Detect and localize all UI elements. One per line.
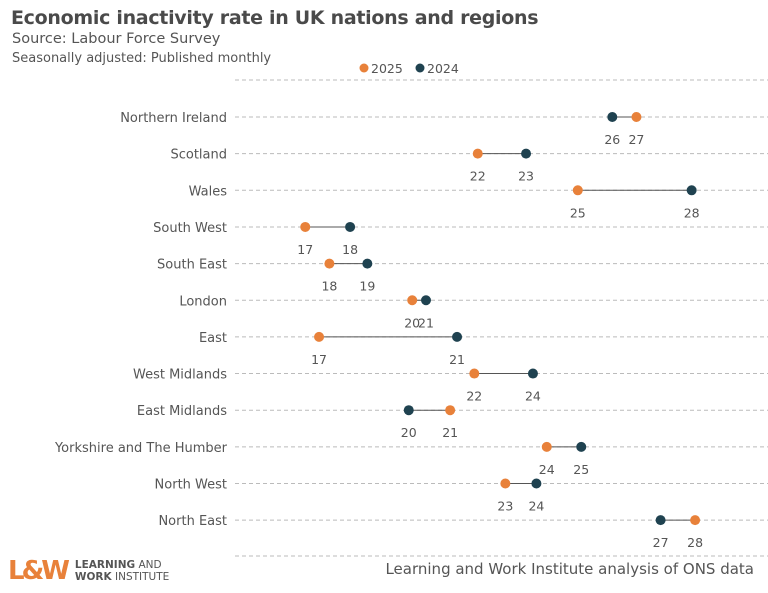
point-2025: [541, 441, 552, 452]
data-label-2024: 24: [525, 389, 541, 404]
data-label-2024: 27: [653, 535, 669, 550]
point-2025: [407, 295, 418, 306]
point-2025: [324, 258, 335, 269]
data-label-2024: 23: [518, 169, 534, 184]
data-label-2024: 20: [401, 425, 417, 440]
legend-marker-2024: [415, 63, 425, 73]
point-2025: [500, 478, 511, 489]
data-label-2025: 24: [539, 462, 555, 477]
data-label-2025: 23: [497, 499, 513, 514]
category-label: North West: [155, 478, 227, 493]
point-2024: [362, 258, 373, 269]
point-2024: [527, 368, 538, 379]
point-2024: [576, 441, 587, 452]
category-label: London: [179, 294, 227, 309]
category-label: Northern Ireland: [120, 111, 227, 126]
point-2025: [472, 148, 483, 159]
point-2024: [521, 148, 532, 159]
data-label-2024: 19: [359, 279, 375, 294]
data-label-2024: 21: [418, 315, 434, 330]
point-2025: [631, 112, 642, 122]
category-label: East Midlands: [137, 404, 227, 419]
data-label-2025: 28: [687, 535, 703, 550]
data-label-2025: 27: [628, 132, 644, 147]
data-label-2024: 28: [684, 205, 700, 220]
category-label: North East: [158, 514, 227, 529]
category-label: South East: [157, 258, 227, 273]
data-label-2024: 21: [449, 352, 465, 367]
caption: Learning and Work Institute analysis of …: [385, 560, 754, 578]
point-2024: [345, 221, 356, 232]
logo: L&W LEARNING AND WORK INSTITUTE: [8, 558, 169, 584]
category-label: Wales: [189, 184, 228, 199]
chart-source: Source: Labour Force Survey: [12, 31, 221, 47]
data-label-2024: 26: [604, 132, 620, 147]
data-label-2024: 18: [342, 242, 358, 257]
data-label-2025: 18: [321, 279, 337, 294]
point-2024: [421, 295, 431, 306]
point-2025: [572, 185, 583, 196]
category-label: Yorkshire and The Humber: [54, 441, 228, 456]
point-2025: [300, 221, 311, 232]
data-label-2025: 17: [297, 242, 313, 257]
chart-note: Seasonally adjusted: Published monthly: [12, 51, 272, 66]
point-2024: [531, 478, 542, 489]
point-2024: [403, 405, 414, 416]
data-label-2025: 22: [470, 169, 486, 184]
data-label-2025: 22: [466, 389, 482, 404]
point-2025: [469, 368, 480, 379]
logo-text: LEARNING AND WORK INSTITUTE: [74, 559, 170, 583]
data-label-2025: 25: [570, 205, 586, 220]
point-2025: [690, 515, 701, 526]
point-2024: [686, 185, 697, 196]
point-2024: [655, 515, 666, 526]
data-label-2025: 21: [442, 425, 458, 440]
category-label: South West: [153, 221, 227, 236]
chart-title: Economic inactivity rate in UK nations a…: [11, 7, 539, 29]
legend-label-2025: 2025: [371, 61, 403, 76]
data-label-2024: 24: [528, 499, 544, 514]
data-label-2025: 17: [311, 352, 327, 367]
legend-marker-2025: [359, 63, 369, 73]
data-label-2025: 20: [404, 315, 420, 330]
point-2025: [445, 405, 456, 416]
category-label: Scotland: [170, 148, 227, 163]
point-2025: [314, 331, 325, 342]
data-label-2024: 25: [573, 462, 589, 477]
category-label: West Midlands: [133, 368, 227, 383]
point-2024: [607, 112, 618, 122]
point-2024: [452, 331, 463, 342]
legend-label-2024: 2024: [427, 61, 459, 76]
logo-mark: L&W: [8, 556, 70, 586]
category-label: East: [199, 331, 227, 346]
